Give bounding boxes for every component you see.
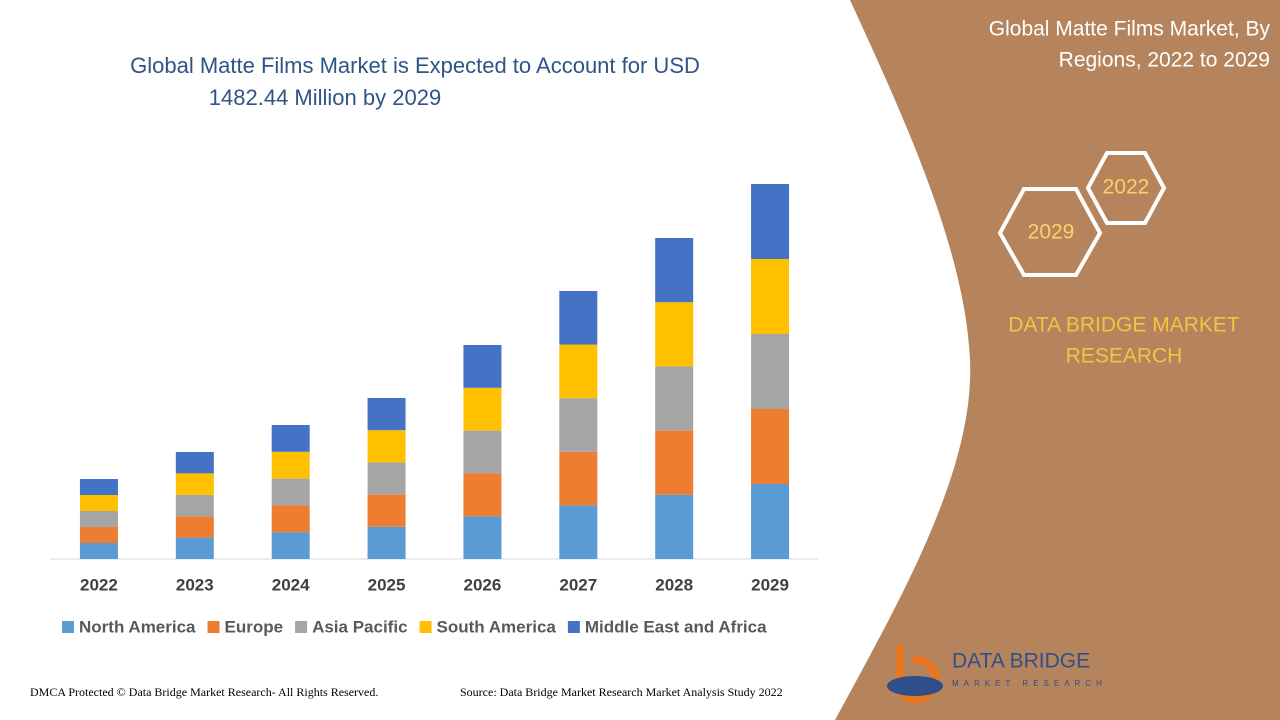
chart-title: Global Matte Films Market is Expected to… bbox=[130, 53, 700, 78]
bar-segment bbox=[655, 238, 694, 303]
bar-segment bbox=[175, 537, 214, 559]
bar-segment bbox=[175, 452, 214, 474]
legend-swatch bbox=[295, 621, 308, 633]
bar-segment bbox=[655, 366, 694, 431]
legend-swatch bbox=[207, 621, 220, 633]
panel-title: Global Matte Films Market, By bbox=[989, 18, 1271, 41]
bar-segment bbox=[271, 532, 310, 559]
bar-segment bbox=[79, 527, 118, 543]
footer-note: DMCA Protected © Data Bridge Market Rese… bbox=[30, 685, 378, 699]
bar-segment bbox=[655, 494, 694, 559]
legend-label: South America bbox=[437, 617, 557, 636]
bar-segment bbox=[367, 462, 406, 495]
bar-segment bbox=[559, 451, 598, 506]
bar-segment bbox=[271, 451, 310, 479]
legend-swatch bbox=[62, 621, 74, 633]
legend-label: North America bbox=[79, 617, 196, 636]
bar-segment bbox=[271, 478, 310, 506]
bar-segment bbox=[751, 334, 790, 409]
x-tick-label: 2026 bbox=[464, 575, 502, 594]
chart-title: 1482.44 Million by 2029 bbox=[209, 85, 441, 110]
bar-segment bbox=[271, 425, 310, 452]
bar-segment bbox=[751, 484, 790, 559]
bar-segment bbox=[79, 511, 118, 527]
logo: DATA BRIDGE MARKET RESEARCH bbox=[887, 645, 1107, 704]
bar-segment bbox=[463, 345, 502, 388]
x-tick-label: 2023 bbox=[176, 575, 214, 594]
logo-mark bbox=[887, 676, 943, 696]
bar-segment bbox=[463, 516, 502, 559]
bar-segment bbox=[367, 526, 406, 559]
legend-swatch bbox=[419, 621, 432, 633]
bar-segment bbox=[175, 516, 214, 538]
x-tick-label: 2025 bbox=[368, 575, 406, 594]
x-tick-label: 2027 bbox=[559, 575, 597, 594]
hexagon bbox=[1085, 151, 1167, 225]
bar-segment bbox=[655, 302, 694, 367]
bar-segment bbox=[559, 344, 598, 399]
bar-segment bbox=[463, 473, 502, 517]
bar-segment bbox=[751, 259, 790, 334]
bar-segment bbox=[367, 494, 406, 527]
legend-label: Asia Pacific bbox=[312, 617, 407, 636]
bar-segment bbox=[655, 430, 694, 495]
legend-swatch bbox=[567, 621, 580, 633]
bar-segment bbox=[559, 291, 598, 345]
bar-segment bbox=[559, 505, 598, 559]
bar-segment bbox=[175, 494, 214, 517]
bar-segment bbox=[751, 184, 790, 259]
x-tick-label: 2029 bbox=[751, 575, 789, 594]
bar-segment bbox=[367, 398, 406, 431]
bar-segment bbox=[271, 505, 310, 533]
bar-segment bbox=[559, 398, 598, 452]
panel-title: Regions, 2022 to 2029 bbox=[1059, 49, 1270, 72]
side-panel bbox=[835, 0, 1280, 720]
bar-segment bbox=[367, 430, 406, 463]
hex-label: 2022 bbox=[1103, 176, 1150, 199]
footer-source: Source: Data Bridge Market Research Mark… bbox=[460, 685, 783, 699]
bar-segment bbox=[751, 409, 790, 484]
bar-segment bbox=[79, 495, 118, 511]
x-tick-label: 2024 bbox=[272, 575, 310, 594]
logo-tagline: MARKET RESEARCH bbox=[952, 679, 1107, 688]
brand-text: RESEARCH bbox=[1066, 345, 1183, 368]
bar-segment bbox=[79, 543, 118, 559]
x-tick-label: 2022 bbox=[80, 575, 118, 594]
hexagon bbox=[997, 187, 1103, 277]
bar-segment bbox=[463, 387, 502, 431]
legend-label: Middle East and Africa bbox=[585, 617, 767, 636]
x-tick-label: 2028 bbox=[655, 575, 693, 594]
legend-label: Europe bbox=[225, 617, 284, 636]
hex-label: 2029 bbox=[1028, 221, 1075, 244]
bar-segment bbox=[175, 473, 214, 495]
bar-segment bbox=[463, 430, 502, 474]
logo-name: DATA BRIDGE bbox=[952, 650, 1090, 673]
brand-text: DATA BRIDGE MARKET bbox=[1008, 314, 1240, 337]
bar-segment bbox=[79, 479, 118, 495]
